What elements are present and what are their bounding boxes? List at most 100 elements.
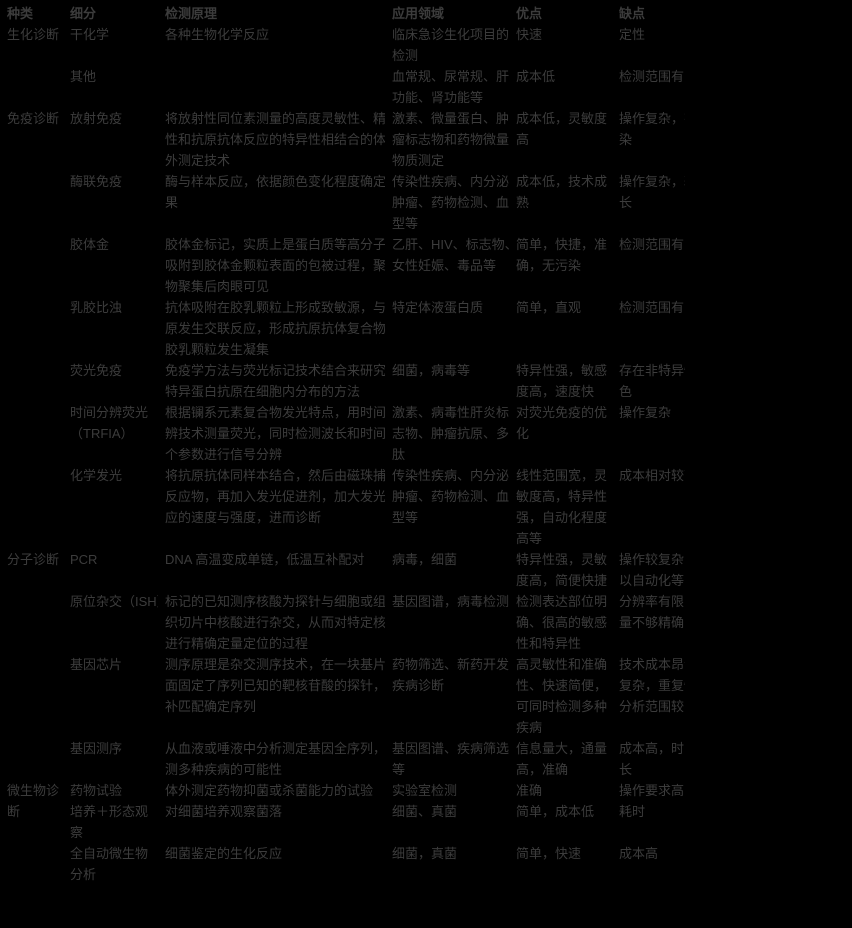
cell-pros: 成本低，灵敏度 高 [516, 111, 608, 147]
cell-cons: 检测范围有限 [619, 69, 685, 84]
cell-sub: 荧光免疫 [70, 363, 123, 378]
cell-application: 药物筛选、新药开发、 疾病诊断 [392, 657, 509, 693]
cell-sub: 胶体金 [70, 237, 110, 252]
table-row: 荧光免疫 免疫学方法与荧光标记技术结合来研究 特异蛋白抗原在细胞内分布的方法 细菌，… [0, 360, 852, 402]
table-row: 全自动微生物 分析 细菌鉴定的生化反应 细菌，真菌 简单，快速 成本高 [0, 843, 852, 885]
cell-sub: 培养＋形态观 察 [70, 804, 149, 840]
cell-sub: 基因测序 [70, 741, 123, 756]
table-row: 基因芯片 测序原理是杂交测序技术，在一块基片表 面固定了序列已知的靶核苷酸的探针，… [0, 654, 852, 738]
cell-application: 病毒，细菌 [392, 552, 458, 567]
cell-pros: 检测表达部位明 确、很高的敏感 性和特异性 [516, 594, 608, 651]
cell-pros: 准确 [516, 783, 543, 798]
cell-sub: 原位杂交（ISH） [70, 594, 158, 609]
cell-application: 特定体液蛋白质 [392, 300, 484, 315]
cell-sub: PCR [70, 552, 98, 567]
cell-application: 传染性疾病、内分泌、 肿瘤、药物检测、血 型等 [392, 174, 509, 231]
cell-cons: 检测范围有限 [619, 237, 685, 252]
cell-category: 微生物诊 断 [7, 783, 60, 819]
cell-application: 细菌，真菌 [392, 846, 458, 861]
cell-principle: 抗体吸附在胶乳颗粒上形成致敏源，与抗 原发生交联反应，形成抗原抗体复合物， 胶乳… [165, 300, 385, 357]
cell-application: 激素、微量蛋白、肿 瘤标志物和药物微量 物质测定 [392, 111, 509, 168]
cell-pros: 高灵敏性和准确 性、快速简便， 可同时检测多种 疾病 [516, 657, 608, 735]
table-body: 生化诊断 干化学 各种生物化学反应 临床急诊生化项目的 检测 快速 定性 其他 血常规、尿常规… [0, 24, 852, 885]
cell-sub: 干化学 [70, 27, 110, 42]
cell-pros: 成本低 [516, 69, 556, 84]
cell-principle: 胶体金标记，实质上是蛋白质等高分子被 吸附到胶体金颗粒表面的包被过程，聚合 物聚… [165, 237, 385, 294]
table-row: 生化诊断 干化学 各种生物化学反应 临床急诊生化项目的 检测 快速 定性 [0, 24, 852, 66]
cell-application: 实验室检测 [392, 783, 458, 798]
header-row: 种类 细分 检测原理 应用领域 优点 缺点 [0, 3, 852, 24]
cell-sub: 时间分辨荧光 （TRFIA） [70, 405, 149, 441]
cell-sub: 基因芯片 [70, 657, 123, 672]
cell-cons: 检测范围有限 [619, 300, 685, 315]
table-row: 基因测序 从血液或唾液中分析测定基因全序列，预 测多种疾病的可能性 基因图谱、疾病筛… [0, 738, 852, 780]
cell-principle: 对细菌培养观察菌落 [165, 804, 283, 819]
cell-principle: 酶与样本反应，依据颜色变化程度确定结 果 [165, 174, 385, 210]
col-header-pros: 优点 [516, 6, 543, 21]
cell-application: 血常规、尿常规、肝 功能、肾功能等 [392, 69, 509, 105]
cell-principle [158, 66, 385, 108]
table-row: 免疫诊断 放射免疫 将放射性同位素测量的高度灵敏性、精确 性和抗原抗体反应的特异性相… [0, 108, 852, 171]
cell-sub: 酶联免疫 [70, 174, 123, 189]
cell-sub: 放射免疫 [70, 111, 123, 126]
cell-cons: 存在非特异性着 色 [619, 363, 685, 399]
cell-pros: 简单，直观 [516, 300, 582, 315]
cell-category: 免疫诊断 [7, 111, 60, 126]
cell-principle: 根据镧系元素复合物发光特点，用时间分 辨技术测量荧光，同时检测波长和时间两 个参… [165, 405, 385, 462]
cell-pros: 对荧光免疫的优 化 [516, 405, 608, 441]
cell-application: 临床急诊生化项目的 检测 [392, 27, 509, 63]
cell-sub: 其他 [70, 69, 97, 84]
col-header-principle: 检测原理 [165, 6, 218, 21]
cell-cons: 耗时 [619, 804, 646, 819]
cell-cons: 成本高，时间 长 [619, 741, 685, 777]
cell-application: 激素、病毒性肝炎标 志物、肿瘤抗原、多 肽 [392, 405, 509, 462]
cell-principle: 将抗原抗体同样本结合，然后由磁珠捕捉 反应物，再加入发光促进剂，加大发光反 应的… [165, 468, 385, 525]
cell-cons: 操作较复杂，可 以自动化等 [619, 552, 685, 588]
cell-principle: 测序原理是杂交测序技术，在一块基片表 面固定了序列已知的靶核苷酸的探针，互 补匹… [165, 657, 385, 714]
cell-cons: 成本高 [619, 846, 659, 861]
cell-principle: 免疫学方法与荧光标记技术结合来研究 特异蛋白抗原在细胞内分布的方法 [165, 363, 385, 399]
table-row: 化学发光 将抗原抗体同样本结合，然后由磁珠捕捉 反应物，再加入发光促进剂，加大发光… [0, 465, 852, 549]
cell-application: 传染性疾病、内分泌、 肿瘤、药物检测、血 型等 [392, 468, 509, 525]
cell-application: 细菌，病毒等 [392, 363, 471, 378]
cell-application: 基因图谱、疾病筛选 等 [392, 741, 509, 777]
cell-application: 基因图谱，病毒检测 [392, 594, 509, 609]
cell-pros: 特异性强，敏感 度高，速度快 [516, 363, 608, 399]
cell-cons: 操作复杂 [619, 405, 672, 420]
cell-sub: 化学发光 [70, 468, 123, 483]
cell-cons: 操作复杂，有污 染 [619, 111, 685, 147]
cell-cons: 操作复杂，耗时 长 [619, 174, 685, 210]
cell-pros: 简单，快捷，准 确，无污染 [516, 237, 608, 273]
cell-application: 细菌、真菌 [392, 804, 458, 819]
cell-cons: 技术成本昂贵， 复杂，重复性差 分析范围较窄 [619, 657, 685, 714]
cell-pros: 特异性强，灵敏 度高，简便快捷 [516, 552, 608, 588]
cell-sub: 全自动微生物 分析 [70, 846, 149, 882]
table-row: 微生物诊 断药物试验 体外测定药物抑菌或杀菌能力的试验 实验室检测 准确 操作要求高 [0, 780, 852, 819]
cell-principle: 各种生物化学反应 [165, 27, 270, 42]
col-header-application: 应用领域 [392, 6, 445, 21]
cell-category: 生化诊断 [7, 27, 60, 42]
table-row: 乳胶比浊 抗体吸附在胶乳颗粒上形成致敏源，与抗 原发生交联反应，形成抗原抗体复合物… [0, 297, 852, 360]
cell-cons: 分辨率有限，定 量不够精确 [619, 594, 685, 630]
cell-application: 乙肝、HIV、标志物、 女性妊娠、毒品等 [392, 237, 509, 273]
cell-pros: 简单，成本低 [516, 804, 595, 819]
cell-cons: 操作要求高 [619, 783, 685, 798]
table-row: 培养＋形态观 察 对细菌培养观察菌落 细菌、真菌 简单，成本低 耗时 [0, 801, 852, 843]
cell-principle: 从血液或唾液中分析测定基因全序列，预 测多种疾病的可能性 [165, 741, 385, 777]
cell-principle: 标记的已知测序核酸为探针与细胞或组 织切片中核酸进行杂交，从而对特定核酸 进行精… [165, 594, 385, 651]
cell-cons: 定性 [619, 27, 646, 42]
col-header-subtype: 细分 [70, 6, 97, 21]
cell-principle: 细菌鉴定的生化反应 [165, 846, 283, 861]
cell-cons: 成本相对较高 [619, 468, 685, 483]
cell-category: 分子诊断 [7, 552, 60, 567]
col-header-category: 种类 [7, 6, 34, 21]
table-row: 时间分辨荧光 （TRFIA） 根据镧系元素复合物发光特点，用时间分 辨技术测量荧光… [0, 402, 852, 465]
table-row: 分子诊断 PCR DNA 高温变成单链，低温互补配对 病毒，细菌 特异性强，灵敏 度高，… [0, 549, 852, 591]
cell-pros: 线性范围宽，灵 敏度高，特异性 强，自动化程度 高等 [516, 468, 608, 546]
col-header-cons: 缺点 [619, 6, 646, 21]
cell-principle: 将放射性同位素测量的高度灵敏性、精确 性和抗原抗体反应的特异性相结合的体 外测定… [165, 111, 385, 168]
cell-principle: DNA 高温变成单链，低温互补配对 [165, 552, 365, 567]
table-row: 胶体金 胶体金标记，实质上是蛋白质等高分子被 吸附到胶体金颗粒表面的包被过程，聚合… [0, 234, 852, 297]
